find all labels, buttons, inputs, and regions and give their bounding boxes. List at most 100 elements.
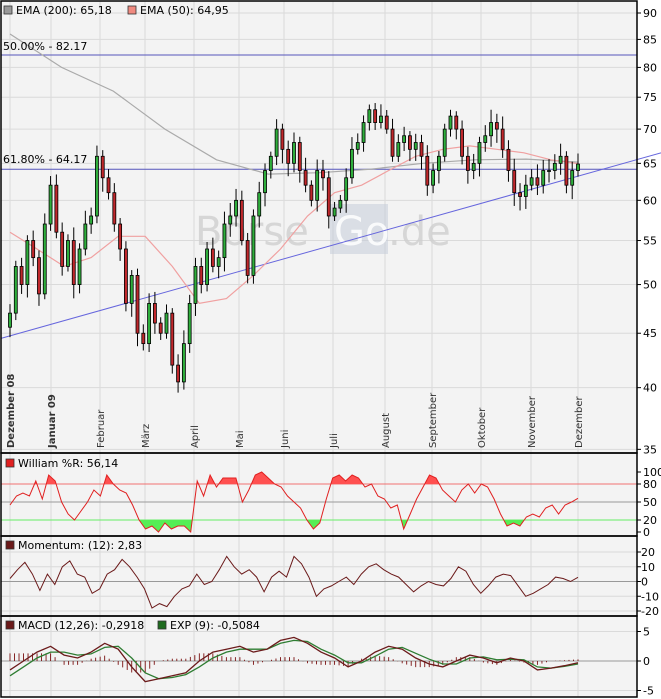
candle-body — [257, 192, 262, 217]
candle-body — [112, 192, 117, 225]
month-label: März — [141, 424, 152, 448]
candle-body — [205, 248, 209, 285]
candle-body — [176, 364, 180, 383]
candle-body — [71, 240, 76, 285]
ema200-line — [9, 33, 579, 175]
candle-body — [13, 266, 18, 314]
candle-body — [95, 155, 99, 217]
price-tick-label: 40 — [643, 382, 657, 395]
momentum-legend-swatch — [5, 540, 15, 550]
price-tick-label: 35 — [643, 443, 657, 456]
price-tick-label: 80 — [643, 61, 657, 74]
candle-body — [477, 142, 482, 164]
candle-body — [489, 122, 493, 137]
candle-body — [193, 266, 198, 304]
candle-body — [483, 135, 488, 143]
macd-tick-label: -5 — [643, 685, 654, 698]
panel-frame — [0, 615, 638, 698]
candle-body — [152, 303, 157, 324]
candle-body — [280, 128, 285, 150]
price-tick-label: 50 — [643, 279, 657, 292]
candle-body — [303, 170, 308, 186]
ema50-line — [9, 145, 579, 305]
candle-body — [332, 207, 337, 217]
candle-body — [106, 177, 111, 194]
williams-line — [9, 471, 579, 534]
candle-body — [239, 199, 244, 241]
candle-body — [321, 170, 325, 179]
candle-body — [309, 184, 314, 201]
williams-tick-label: 100 — [643, 466, 661, 479]
candle-body — [8, 312, 12, 328]
candle-body — [228, 215, 233, 225]
svg-text:.de: .de — [388, 209, 451, 255]
candle-body — [367, 109, 372, 123]
williams-tick-label: 0 — [643, 526, 650, 539]
candle-body — [326, 177, 331, 217]
williams-oversold-fill — [10, 520, 578, 532]
candle-body — [494, 122, 499, 130]
candle-body — [31, 240, 36, 259]
candle-body — [529, 177, 534, 186]
candle-body — [77, 248, 82, 285]
williams-legend-label: William %R: 56,14 — [18, 457, 118, 470]
candle-body — [42, 223, 47, 295]
momentum-tick-label: 10 — [641, 561, 655, 574]
candle-body — [19, 266, 24, 285]
candle-body — [297, 142, 302, 171]
month-label: Juni — [280, 430, 291, 449]
momentum-tick-label: 20 — [641, 546, 655, 559]
candle-body — [471, 162, 476, 171]
candle-body — [344, 177, 349, 201]
candle-body — [135, 275, 140, 334]
macd-tick-label: 0 — [643, 655, 650, 668]
candle-body — [164, 312, 169, 334]
candle-body — [60, 231, 65, 267]
candle-body — [390, 128, 395, 157]
candle-body — [100, 155, 105, 179]
candle-body — [460, 128, 464, 157]
candle-body — [216, 257, 221, 267]
candle-body — [535, 177, 540, 186]
candle-body — [350, 148, 354, 179]
price-tick-label: 65 — [643, 157, 657, 170]
candle-body — [512, 170, 517, 194]
ema200-legend-swatch — [3, 5, 13, 15]
candle-body — [292, 142, 296, 164]
candle-body — [355, 142, 360, 150]
ema200-legend-label: EMA (200): 65,18 — [16, 4, 112, 17]
candle-body — [547, 170, 551, 172]
candle-body — [576, 163, 580, 171]
month-label: Mai — [235, 430, 246, 448]
candle-body — [54, 184, 59, 233]
exp-legend-swatch — [157, 620, 167, 630]
month-label: Oktober — [477, 407, 488, 448]
candle-body — [129, 275, 134, 304]
fib-50-label: 50.00% - 82.17 — [3, 40, 87, 53]
candle-body — [118, 223, 123, 250]
month-label: Dezember 08 — [6, 374, 17, 448]
williams-tick-label: 80 — [643, 478, 657, 491]
momentum-line — [9, 555, 579, 609]
candle-body — [268, 155, 273, 171]
month-label: August — [381, 413, 392, 448]
candle-body — [442, 128, 447, 157]
candle-body — [37, 257, 41, 295]
candle-body — [558, 155, 563, 164]
candle-body — [552, 162, 557, 171]
candle-body — [454, 115, 459, 130]
trendline — [0, 152, 661, 339]
month-label: November — [527, 395, 538, 448]
candle-body — [141, 332, 146, 345]
candle-body — [413, 142, 418, 150]
momentum-legend-label: Momentum: (12): 2,83 — [18, 539, 142, 552]
month-label: Januar 09 — [47, 394, 58, 449]
macd-line — [9, 636, 579, 683]
candle-body — [541, 170, 546, 186]
candle-body — [402, 135, 407, 143]
candle-body — [315, 170, 320, 201]
candle-body — [245, 240, 250, 276]
candle-body — [361, 122, 366, 143]
candle-body — [251, 215, 256, 276]
